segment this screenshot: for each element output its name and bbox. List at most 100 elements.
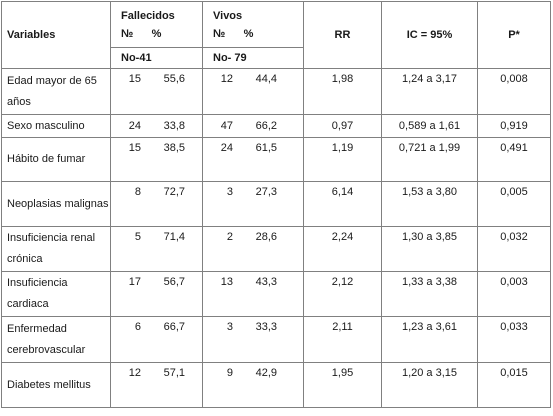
row-vivos: 24 61,5 [202,137,304,182]
row-rr: 1,19 [303,137,382,182]
row-rr: 0,97 [303,114,382,138]
row-fallecidos: 15 38,5 [110,137,203,182]
row-variable: Sexo masculino [1,114,111,138]
row-variable: Neoplasias malignas [1,181,111,227]
fallecidos-count: 5 [134,231,141,243]
row-variable: Insuficiencia cardiaca [1,271,111,317]
header-p: P* [477,1,551,69]
row-vivos: 3 27,3 [202,181,304,227]
row-vivos: 3 33,3 [202,316,304,363]
vivos-pct: 42,9 [255,367,277,379]
row-p: 0,491 [477,137,551,182]
row-ic: 1,33 a 3,38 [381,271,478,317]
header-fallecidos-cols: № % [121,27,162,40]
row-vivos: 47 66,2 [202,114,304,138]
fallecidos-count: 12 [128,367,141,379]
vivos-pct: 33,3 [255,321,277,333]
table-row: Insuficiencia cardiaca 17 56,7 13 43,3 2,1… [1,271,551,317]
row-ic: 1,20 a 3,15 [381,362,478,408]
vivos-count: 24 [220,142,233,154]
header-row: Variables Fallecidos № % Vivos № % RR IC… [1,1,551,69]
row-variable: Edad mayor de 65 años [1,68,111,115]
table-row: Insuficiencia renal crónica 5 71,4 2 28,6 … [1,226,551,272]
row-p: 0,032 [477,226,551,272]
row-ic: 0,721 a 1,99 [381,137,478,182]
row-fallecidos: 24 33,8 [110,114,203,138]
vivos-count: 13 [220,276,233,288]
vivos-pct: 44,4 [255,73,277,85]
fallecidos-count: 15 [128,73,141,85]
vivos-count: 3 [226,186,233,198]
row-fallecidos: 17 56,7 [110,271,203,317]
vivos-pct: 28,6 [255,231,277,243]
fallecidos-pct: 66,7 [163,321,185,333]
fallecidos-pct: 71,4 [163,231,185,243]
results-table: Variables Fallecidos № % Vivos № % RR IC… [1,1,551,408]
row-fallecidos: 8 72,7 [110,181,203,227]
row-fallecidos: 15 55,6 [110,68,203,115]
row-rr: 2,24 [303,226,382,272]
table-row: Diabetes mellitus 12 57,1 9 42,9 1,95 1,20… [1,362,551,408]
table-row: Enfermedad cerebrovascular 6 66,7 3 33,3 2… [1,316,551,363]
row-p: 0,015 [477,362,551,408]
fallecidos-count: 8 [134,186,141,198]
vivos-count: 47 [220,120,233,132]
row-p: 0,003 [477,271,551,317]
vivos-count: 12 [220,73,233,85]
row-ic: 1,24 a 3,17 [381,68,478,115]
fallecidos-count: 24 [128,120,141,132]
row-vivos: 13 43,3 [202,271,304,317]
header-vivos-title: Vivos [213,9,243,22]
header-vivos-cols: № % [213,27,254,40]
fallecidos-pct: 33,8 [163,120,185,132]
row-vivos: 9 42,9 [202,362,304,408]
table-row: Edad mayor de 65 años 15 55,6 12 44,4 1,98… [1,68,551,115]
row-rr: 6,14 [303,181,382,227]
row-variable: Diabetes mellitus [1,362,111,408]
header-fallecidos-title: Fallecidos [121,9,175,22]
fallecidos-pct: 56,7 [163,276,185,288]
header-fallecidos-n: No-41 [110,47,203,69]
row-p: 0,919 [477,114,551,138]
fallecidos-pct: 55,6 [163,73,185,85]
row-variable: Insuficiencia renal crónica [1,226,111,272]
header-ic: IC = 95% [381,1,478,69]
fallecidos-count: 6 [134,321,141,333]
header-fallecidos: Fallecidos № % [110,1,203,48]
row-ic: 0,589 a 1,61 [381,114,478,138]
row-fallecidos: 6 66,7 [110,316,203,363]
row-p: 0,033 [477,316,551,363]
vivos-count: 3 [226,321,233,333]
row-ic: 1,30 a 3,85 [381,226,478,272]
header-vivos-n: No- 79 [202,47,304,69]
vivos-pct: 66,2 [255,120,277,132]
row-p: 0,005 [477,181,551,227]
table-row: Sexo masculino 24 33,8 47 66,2 0,97 0,589 … [1,114,551,138]
table-row: Neoplasias malignas 8 72,7 3 27,3 6,14 1,5… [1,181,551,227]
row-vivos: 2 28,6 [202,226,304,272]
fallecidos-count: 17 [128,276,141,288]
vivos-count: 9 [226,367,233,379]
row-variable: Enfermedad cerebrovascular [1,316,111,363]
table-row: Hábito de fumar 15 38,5 24 61,5 1,19 0,721… [1,137,551,182]
row-rr: 1,95 [303,362,382,408]
row-rr: 1,98 [303,68,382,115]
fallecidos-pct: 38,5 [163,142,185,154]
row-variable: Hábito de fumar [1,137,111,182]
row-p: 0,008 [477,68,551,115]
row-ic: 1,23 a 3,61 [381,316,478,363]
vivos-pct: 61,5 [255,142,277,154]
vivos-pct: 43,3 [255,276,277,288]
header-rr: RR [303,1,382,69]
row-ic: 1,53 a 3,80 [381,181,478,227]
row-rr: 2,12 [303,271,382,317]
row-fallecidos: 5 71,4 [110,226,203,272]
vivos-pct: 27,3 [255,186,277,198]
row-fallecidos: 12 57,1 [110,362,203,408]
row-vivos: 12 44,4 [202,68,304,115]
header-vivos: Vivos № % [202,1,304,48]
fallecidos-pct: 57,1 [163,367,185,379]
header-variables: Variables [1,1,111,69]
row-rr: 2,11 [303,316,382,363]
fallecidos-count: 15 [128,142,141,154]
